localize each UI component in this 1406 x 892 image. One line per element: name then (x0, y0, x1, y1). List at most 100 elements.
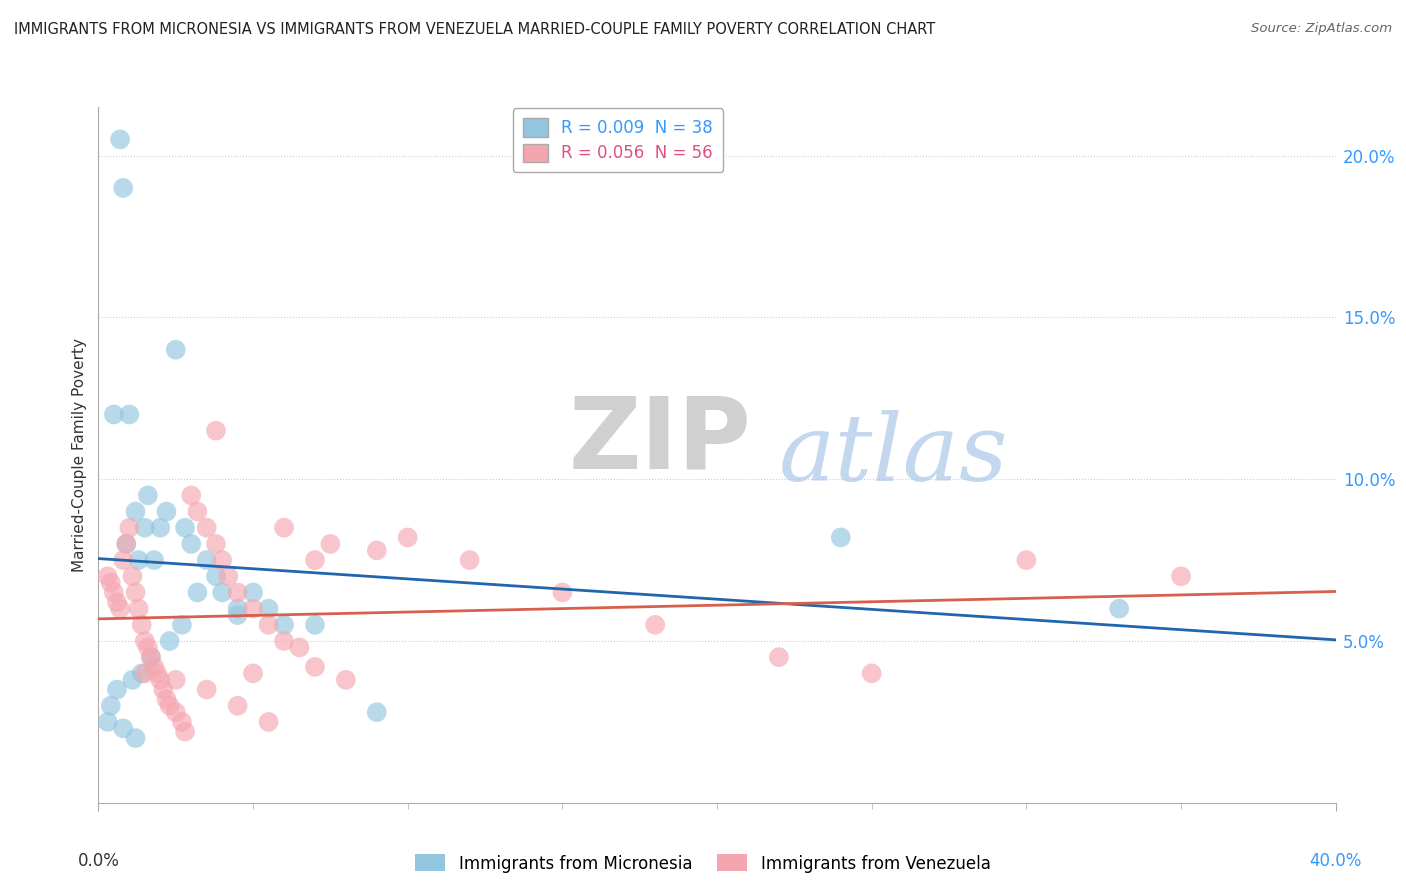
Point (134, 634, 156, 648)
Point (165, 673, 187, 687)
Point (128, 601, 150, 615)
Point (118, 408, 141, 422)
Point (195, 682, 218, 697)
Point (1108, 601, 1130, 615)
Point (112, 722, 135, 736)
Text: atlas: atlas (779, 410, 1008, 500)
Point (105, 682, 128, 697)
Point (131, 666, 153, 681)
Point (242, 666, 264, 681)
Point (100, 575, 122, 590)
Point (195, 521, 218, 535)
Legend: R = 0.009  N = 38, R = 0.056  N = 56: R = 0.009 N = 38, R = 0.056 N = 56 (513, 109, 723, 172)
Legend: Immigrants from Micronesia, Immigrants from Venezuela: Immigrants from Micronesia, Immigrants f… (409, 847, 997, 880)
Point (1170, 569, 1192, 583)
Point (860, 666, 883, 681)
Point (124, 731, 146, 745)
Point (205, 424, 228, 438)
Point (170, 617, 193, 632)
Point (186, 585, 208, 599)
Point (195, 553, 218, 567)
Point (242, 601, 264, 615)
Point (226, 608, 249, 623)
Point (257, 601, 280, 615)
Point (115, 537, 138, 551)
Point (170, 714, 193, 729)
Point (112, 553, 135, 567)
Point (146, 666, 169, 681)
Point (124, 585, 146, 599)
Point (143, 660, 166, 674)
Point (105, 595, 128, 609)
Point (186, 504, 208, 518)
Point (159, 698, 181, 713)
Point (108, 132, 131, 146)
Point (1015, 553, 1038, 567)
Point (121, 569, 143, 583)
Point (273, 521, 295, 535)
Point (124, 504, 146, 518)
Point (226, 698, 249, 713)
Point (366, 705, 388, 719)
Point (118, 521, 141, 535)
Point (551, 585, 574, 599)
Point (304, 660, 326, 674)
Point (108, 601, 131, 615)
Point (165, 705, 187, 719)
Text: 0.0%: 0.0% (77, 852, 120, 870)
Point (257, 617, 280, 632)
Text: IMMIGRANTS FROM MICRONESIA VS IMMIGRANTS FROM VENEZUELA MARRIED-COUPLE FAMILY PO: IMMIGRANTS FROM MICRONESIA VS IMMIGRANTS… (14, 22, 935, 37)
Point (97, 569, 120, 583)
Point (155, 692, 177, 706)
Point (768, 650, 790, 665)
Point (205, 537, 228, 551)
Point (174, 724, 197, 739)
Point (100, 698, 122, 713)
Point (155, 504, 177, 518)
Point (97, 714, 120, 729)
Y-axis label: Married-Couple Family Poverty: Married-Couple Family Poverty (72, 338, 87, 572)
Point (288, 640, 311, 655)
Point (143, 553, 166, 567)
Text: ZIP: ZIP (568, 392, 751, 490)
Point (149, 521, 172, 535)
Point (165, 343, 187, 357)
Point (217, 569, 239, 583)
Point (319, 537, 342, 551)
Point (139, 650, 162, 665)
Point (304, 617, 326, 632)
Point (180, 488, 202, 502)
Point (121, 673, 143, 687)
Point (103, 408, 125, 422)
Point (136, 488, 159, 502)
Point (396, 531, 419, 545)
Text: 40.0%: 40.0% (1309, 852, 1362, 870)
Point (644, 617, 666, 632)
Point (226, 585, 249, 599)
Point (211, 553, 233, 567)
Point (366, 543, 388, 558)
Point (211, 585, 233, 599)
Point (128, 553, 150, 567)
Point (112, 181, 135, 195)
Point (226, 601, 249, 615)
Point (174, 521, 197, 535)
Point (131, 617, 153, 632)
Point (134, 666, 156, 681)
Point (205, 569, 228, 583)
Point (180, 537, 202, 551)
Point (159, 634, 181, 648)
Point (134, 521, 156, 535)
Point (273, 634, 295, 648)
Point (103, 585, 125, 599)
Point (136, 640, 159, 655)
Point (335, 673, 357, 687)
Point (149, 673, 172, 687)
Point (830, 531, 852, 545)
Point (139, 650, 162, 665)
Point (115, 537, 138, 551)
Point (304, 553, 326, 567)
Point (242, 585, 264, 599)
Point (152, 682, 174, 697)
Point (458, 553, 481, 567)
